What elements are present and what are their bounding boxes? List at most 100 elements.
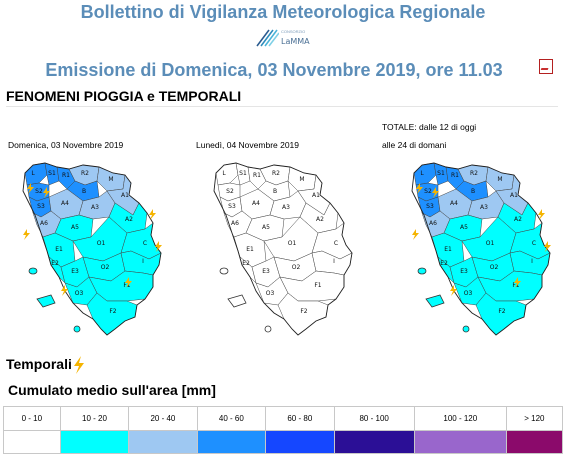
giglio-island [73, 325, 81, 333]
section-title: FENOMENI PIOGGIA e TEMPORALI [6, 88, 242, 104]
zone-label: E1 [444, 246, 452, 253]
giglio-island [462, 325, 470, 333]
zone-label: A2 [514, 216, 522, 223]
zone-label: L [420, 170, 424, 177]
legend-range-label: 80 - 100 [333, 406, 415, 431]
zone-label: A5 [460, 224, 468, 231]
zone-label: A2 [125, 216, 133, 223]
lightning-icon [155, 241, 162, 252]
capraia-island [219, 267, 229, 275]
zone-label: F1 [314, 282, 321, 289]
zone-label: A1 [510, 192, 518, 199]
map-today[interactable]: LS1S2S3R1R2BMA4A3A1A6A5A2E1E2O1O2CE3O3F1… [3, 153, 171, 343]
lightning-icon [23, 229, 30, 240]
zone-label: O1 [486, 240, 495, 247]
legend-swatch [128, 430, 198, 454]
elba-island [36, 294, 56, 308]
thunderstorm-legend: Temporali [6, 356, 86, 374]
legend-swatch [265, 430, 335, 454]
zone-l[interactable] [24, 162, 48, 186]
lightning-icon [412, 229, 419, 240]
capraia-island [28, 267, 38, 275]
zone-label: M [108, 176, 113, 183]
zone-label: B [273, 188, 277, 195]
elba-island [227, 294, 247, 308]
zone-label: A4 [61, 200, 69, 207]
legend-swatch [196, 430, 267, 454]
legend-swatch [59, 430, 130, 454]
elba-island [425, 294, 445, 308]
legend-range-label: 10 - 20 [59, 406, 130, 431]
zone-label: A5 [262, 224, 270, 231]
lightning-icon [450, 285, 457, 296]
zone-label: M [497, 176, 502, 183]
zone-label: O1 [97, 240, 106, 247]
zone-label: O3 [75, 290, 84, 297]
zone-label: R1 [253, 172, 261, 179]
rain-accumulation-title: Cumulato medio sull'area [mm] [8, 382, 216, 398]
lightning-icon [514, 277, 521, 288]
zone-label: R2 [81, 170, 89, 177]
total-label-line1: TOTALE: dalle 12 di oggi [382, 122, 477, 132]
zone-label: B [82, 188, 86, 195]
zone-label: A3 [480, 204, 488, 211]
zone-label: O2 [292, 264, 301, 271]
legend-range-label: 20 - 40 [128, 406, 198, 431]
legend-range-label: > 120 [505, 406, 564, 431]
tuscany-map-today: LS1S2S3R1R2BMA4A3A1A6A5A2E1E2O1O2CE3O3F1… [22, 162, 162, 336]
zone-label: A6 [429, 220, 437, 227]
lightning-icon [416, 183, 423, 194]
lightning-icon [43, 187, 50, 198]
zone-label: A4 [252, 200, 260, 207]
zone-label: S2 [424, 188, 432, 195]
zone-label: I [142, 258, 144, 265]
zone-label: E3 [262, 268, 270, 275]
zone-label: R1 [62, 172, 70, 179]
zone-label: S1 [239, 170, 247, 177]
zone-label: O1 [288, 240, 297, 247]
lightning-icon [27, 183, 34, 194]
lightning-icon [538, 209, 545, 220]
zone-label: A4 [450, 200, 458, 207]
zone-label: R1 [451, 172, 459, 179]
legend-range-label: 100 - 120 [413, 406, 507, 431]
zone-label: F2 [498, 308, 505, 315]
bulletin-title: Bollettino di Vigilanza Meteorologica Re… [80, 2, 486, 22]
lamma-logo-mark [256, 29, 280, 47]
map-tomorrow[interactable]: L S1 S2 S3 R1 R2 B M A4 A3 A1 A6 A5 A2 E1 E2 O1 O2 C E3 O3 F1… [194, 153, 362, 343]
zone-label: I [531, 258, 533, 265]
pdf-icon[interactable] [539, 59, 553, 74]
zone-label: R2 [272, 170, 280, 177]
map-date-today: Domenica, 03 Novembre 2019 [8, 140, 124, 150]
zone-label: A6 [231, 220, 239, 227]
lamma-logo-small: CONSORZIO [281, 29, 306, 34]
legend-range-label: 0 - 10 [3, 406, 61, 431]
lightning-icon [544, 241, 551, 252]
region-outline [411, 162, 551, 336]
zone-label: A1 [121, 192, 129, 199]
zone-label: E1 [246, 246, 254, 253]
zone-label: R2 [470, 170, 478, 177]
zone-label: E3 [460, 268, 468, 275]
zone-l[interactable] [215, 162, 239, 186]
thunderstorm-label: Temporali [6, 356, 72, 372]
zone-label: E3 [71, 268, 79, 275]
zone-label: O2 [490, 264, 499, 271]
rain-legend-table: 0 - 10 10 - 20 20 - 40 40 - 60 60 - 80 8… [3, 406, 564, 454]
map-total[interactable]: LS1S2S3R1R2BMA4A3A1A6A5A2E1E2O1O2CE3O3F1… [392, 153, 560, 343]
giglio-island [264, 325, 272, 333]
zone-label: A3 [91, 204, 99, 211]
zone-label: A2 [316, 216, 324, 223]
legend-swatches-row [3, 430, 564, 454]
zone-label: O3 [464, 290, 473, 297]
zone-label: S2 [35, 188, 43, 195]
zone-label: F2 [109, 308, 116, 315]
zone-label: F2 [300, 308, 307, 315]
zone-label: L [31, 170, 35, 177]
lightning-icon [125, 277, 132, 288]
zone-label: E1 [55, 246, 63, 253]
emission-date: Emissione di Domenica, 03 Novembre 2019,… [45, 60, 503, 80]
zone-l[interactable] [413, 162, 437, 186]
region-outline [213, 162, 353, 336]
zone-label: A1 [312, 192, 320, 199]
